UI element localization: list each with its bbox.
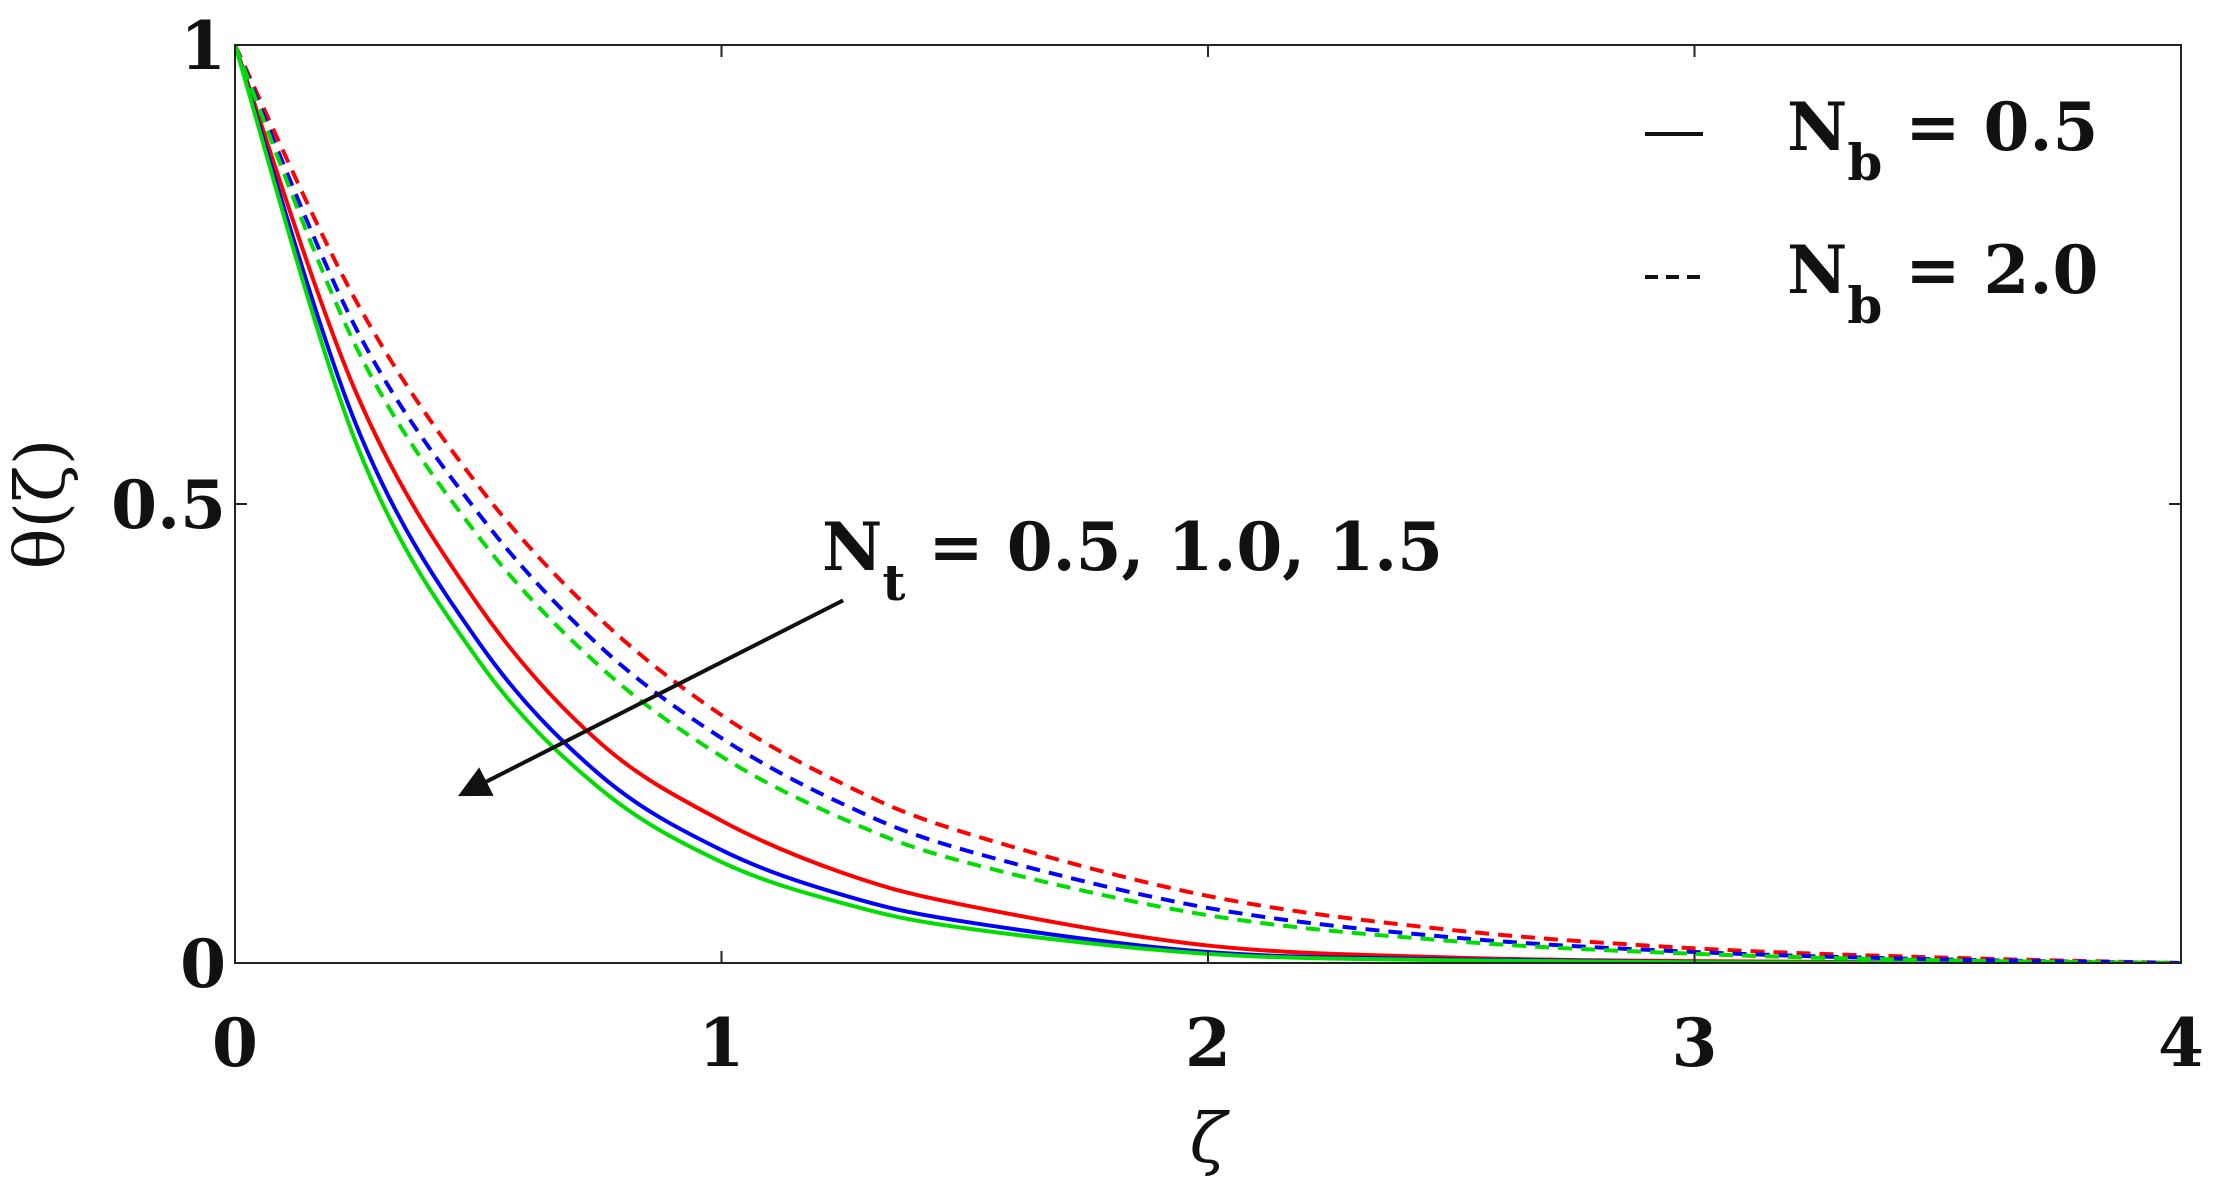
x-tick-label: 4 (2158, 1004, 2204, 1082)
annotation: Nt = 0.5, 1.0, 1.5 (457, 508, 1443, 797)
x-tick-label: 0 (212, 1004, 258, 1082)
plot-frame (234, 44, 2182, 964)
legend-label-1: Nb = 0.5 (1787, 88, 2098, 192)
y-tick-label: 1 (180, 7, 226, 85)
annotation-label: Nt = 0.5, 1.0, 1.5 (822, 508, 1443, 612)
y-tick-label: 0.5 (111, 466, 226, 544)
tick-layer (234, 44, 2182, 964)
x-tick-label: 2 (1185, 1004, 1231, 1082)
x-axis-label: ζ (1190, 1100, 1231, 1179)
series-line-1 (235, 45, 2181, 963)
y-axis-label: θ(ζ) (2, 439, 81, 570)
series-line-2 (235, 45, 2181, 963)
x-tick-label: 3 (1672, 1004, 1718, 1082)
series-line-4 (235, 45, 2181, 963)
y-tick-label: 0 (180, 925, 226, 1003)
label-layer: 0 1 2 3 4 0 0.5 1 (111, 7, 2204, 1082)
legend-label-2: Nb = 2.0 (1787, 231, 2098, 335)
series-line-6 (235, 45, 2181, 963)
series-line-3 (235, 45, 2181, 963)
legend: Nb = 0.5 Nb = 2.0 (1645, 88, 2098, 335)
annotation-arrow (457, 598, 845, 797)
x-tick-label: 1 (699, 1004, 745, 1082)
series-line-5 (235, 45, 2181, 963)
series-layer (235, 45, 2181, 963)
